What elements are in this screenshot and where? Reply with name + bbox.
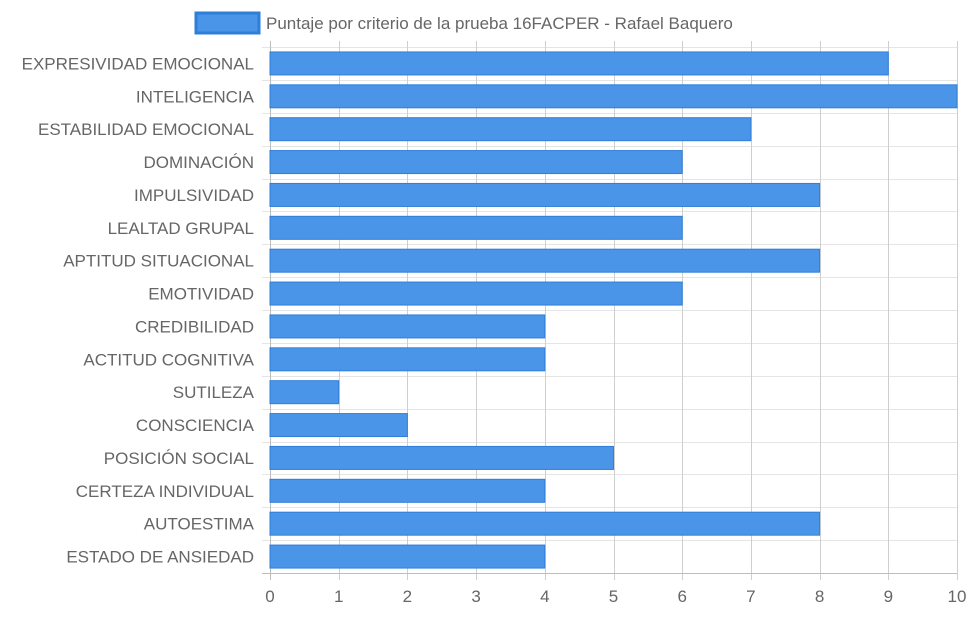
bar-10[interactable] bbox=[269, 347, 546, 372]
bar-7[interactable] bbox=[269, 248, 821, 273]
x-tick-labels: 0 1 2 3 4 5 6 7 8 9 10 bbox=[265, 587, 966, 606]
x-tick-label: 4 bbox=[540, 587, 549, 606]
category-label: CREDIBILIDAD bbox=[135, 317, 254, 336]
category-label: POSICIÓN SOCIAL bbox=[104, 449, 254, 468]
x-tick-label: 6 bbox=[677, 587, 686, 606]
category-label: CERTEZA INDIVIDUAL bbox=[76, 482, 254, 501]
x-tick-label: 7 bbox=[746, 587, 755, 606]
bar-13[interactable] bbox=[269, 445, 614, 470]
x-tick-label: 3 bbox=[471, 587, 480, 606]
category-label: EXPRESIVIDAD EMOCIONAL bbox=[22, 54, 254, 73]
legend[interactable]: Puntaje por criterio de la prueba 16FACP… bbox=[194, 11, 733, 35]
category-label: LEALTAD GRUPAL bbox=[108, 219, 254, 238]
bar-2[interactable] bbox=[269, 84, 958, 109]
bar-5[interactable] bbox=[269, 182, 821, 207]
bar-15[interactable] bbox=[269, 511, 821, 536]
bar-12[interactable] bbox=[269, 413, 408, 438]
x-tick-label: 1 bbox=[334, 587, 343, 606]
x-tick-label: 8 bbox=[815, 587, 824, 606]
category-label: ACTITUD COGNITIVA bbox=[83, 350, 254, 369]
category-label: ESTABILIDAD EMOCIONAL bbox=[38, 120, 254, 139]
bar-14[interactable] bbox=[269, 478, 546, 503]
x-tick-label: 9 bbox=[884, 587, 893, 606]
category-label: APTITUD SITUACIONAL bbox=[63, 252, 254, 271]
bar-8[interactable] bbox=[269, 281, 683, 306]
grid-lines bbox=[262, 41, 958, 580]
category-label: SUTILEZA bbox=[173, 383, 255, 402]
bar-4[interactable] bbox=[269, 150, 683, 175]
bar-9[interactable] bbox=[269, 314, 546, 339]
category-labels: EXPRESIVIDAD EMOCIONAL INTELIGENCIA ESTABI… bbox=[22, 54, 255, 566]
x-tick-label: 2 bbox=[403, 587, 412, 606]
category-label: INTELIGENCIA bbox=[136, 87, 255, 106]
bar-11[interactable] bbox=[269, 380, 340, 405]
category-label: CONSCIENCIA bbox=[136, 416, 255, 435]
legend-swatch[interactable] bbox=[194, 11, 261, 35]
bar-16[interactable] bbox=[269, 544, 546, 569]
legend-label[interactable]: Puntaje por criterio de la prueba 16FACP… bbox=[266, 14, 733, 33]
category-label: DOMINACIÓN bbox=[144, 153, 255, 172]
bar-3[interactable] bbox=[269, 117, 752, 142]
bar-1[interactable] bbox=[269, 51, 889, 76]
category-label: EMOTIVIDAD bbox=[148, 285, 254, 304]
bars bbox=[269, 51, 958, 569]
x-tick-label: 0 bbox=[265, 587, 274, 606]
bar-6[interactable] bbox=[269, 215, 683, 240]
category-label: AUTOESTIMA bbox=[144, 515, 255, 534]
x-tick-label: 5 bbox=[609, 587, 618, 606]
category-label: ESTADO DE ANSIEDAD bbox=[66, 548, 254, 567]
x-tick-label: 10 bbox=[948, 587, 967, 606]
category-label: IMPULSIVIDAD bbox=[134, 186, 254, 205]
